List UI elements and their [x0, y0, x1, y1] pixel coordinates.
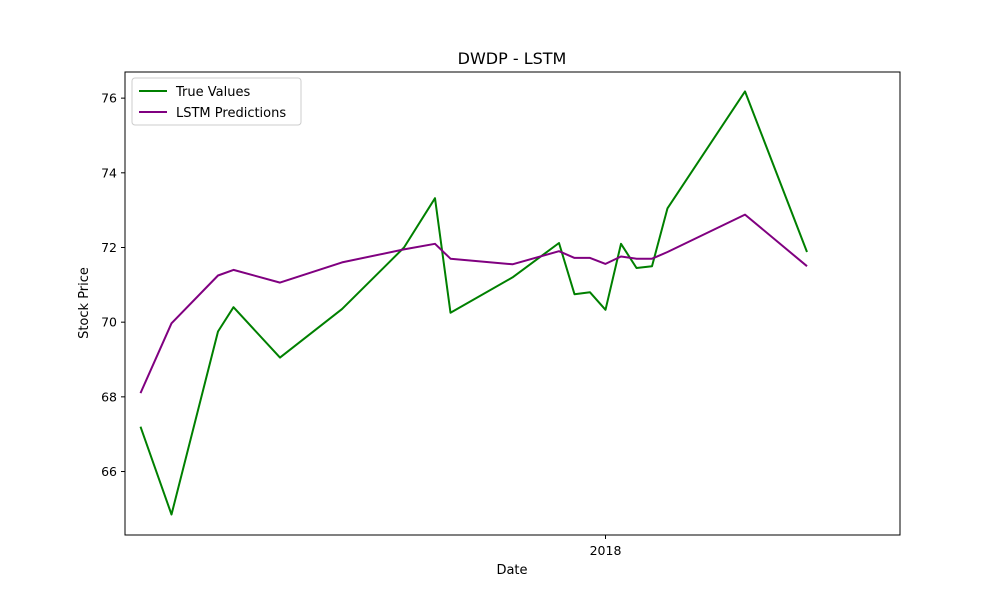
y-tick-label: 70 — [101, 315, 117, 330]
ticks-layer: 66 68 70 72 74 76 2018 — [101, 91, 621, 558]
legend: True Values LSTM Predictions — [131, 77, 302, 126]
chart-title: DWDP - LSTM — [458, 49, 567, 68]
legend-label-true-values: True Values — [175, 85, 250, 100]
y-tick-label: 74 — [101, 165, 117, 180]
x-axis-label: Date — [496, 563, 527, 578]
series-line-true-values — [139, 90, 808, 516]
legend-box — [131, 77, 302, 126]
plot-frame — [124, 71, 901, 536]
y-tick-label: 66 — [101, 464, 117, 479]
series-layer — [139, 90, 808, 516]
x-tick-label: 2018 — [590, 543, 622, 558]
series-line-lstm-predictions — [139, 213, 808, 394]
legend-label-lstm-predictions: LSTM Predictions — [176, 106, 286, 121]
y-tick-label: 68 — [101, 389, 117, 404]
y-tick-label: 72 — [101, 240, 117, 255]
y-axis-label: Stock Price — [77, 267, 92, 339]
y-tick-label: 76 — [101, 91, 117, 106]
